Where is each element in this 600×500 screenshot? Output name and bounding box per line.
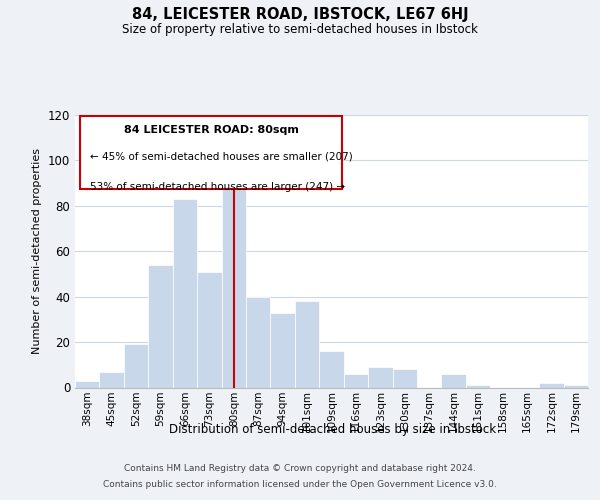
- Text: 53% of semi-detached houses are larger (247) →: 53% of semi-detached houses are larger (…: [91, 182, 346, 192]
- Text: 84, LEICESTER ROAD, IBSTOCK, LE67 6HJ: 84, LEICESTER ROAD, IBSTOCK, LE67 6HJ: [131, 8, 469, 22]
- Text: Distribution of semi-detached houses by size in Ibstock: Distribution of semi-detached houses by …: [169, 422, 497, 436]
- Bar: [319, 351, 344, 388]
- Bar: [100, 372, 124, 388]
- Text: 84 LEICESTER ROAD: 80sqm: 84 LEICESTER ROAD: 80sqm: [124, 124, 298, 134]
- Bar: [442, 374, 466, 388]
- FancyBboxPatch shape: [80, 116, 342, 188]
- Bar: [368, 367, 392, 388]
- Bar: [466, 385, 490, 388]
- Bar: [392, 370, 417, 388]
- Bar: [197, 272, 221, 388]
- Bar: [148, 265, 173, 388]
- Bar: [75, 380, 100, 388]
- Bar: [539, 383, 563, 388]
- Text: Contains public sector information licensed under the Open Government Licence v3: Contains public sector information licen…: [103, 480, 497, 489]
- Bar: [173, 199, 197, 388]
- Bar: [271, 312, 295, 388]
- Bar: [295, 301, 319, 388]
- Text: ← 45% of semi-detached houses are smaller (207): ← 45% of semi-detached houses are smalle…: [91, 152, 353, 162]
- Text: Size of property relative to semi-detached houses in Ibstock: Size of property relative to semi-detach…: [122, 22, 478, 36]
- Bar: [563, 385, 588, 388]
- Bar: [221, 186, 246, 388]
- Bar: [246, 296, 271, 388]
- Bar: [344, 374, 368, 388]
- Text: Contains HM Land Registry data © Crown copyright and database right 2024.: Contains HM Land Registry data © Crown c…: [124, 464, 476, 473]
- Bar: [124, 344, 148, 388]
- Y-axis label: Number of semi-detached properties: Number of semi-detached properties: [32, 148, 42, 354]
